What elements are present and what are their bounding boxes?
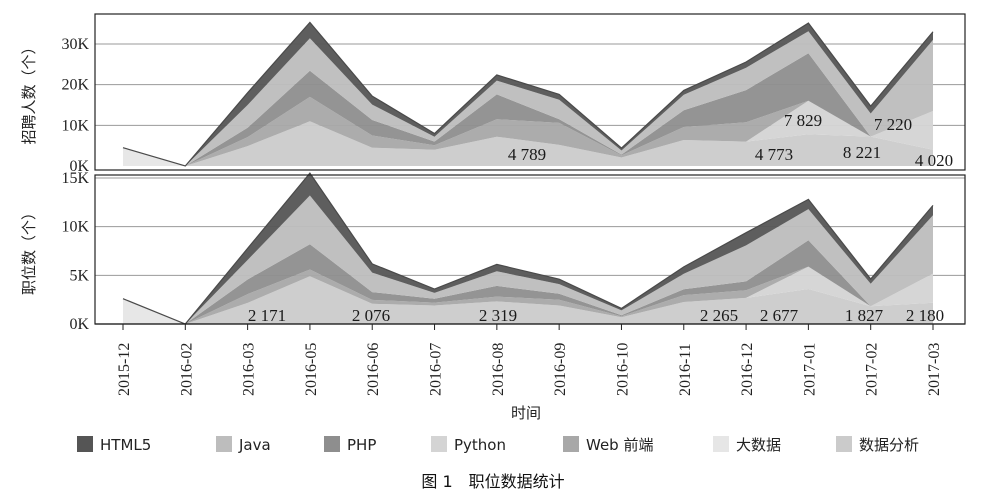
data-label: 2 677 <box>760 306 799 325</box>
x-axis: 2015-12 2016-02 2016-03 2016-05 2016-06 2016-… <box>95 323 965 396</box>
data-label: 1 827 <box>845 306 884 325</box>
y-tick-label: 30K <box>61 36 89 53</box>
area-series-java <box>123 195 933 324</box>
legend-label: 数据分析 <box>859 436 919 454</box>
legend-item-数据分析: 数据分析 <box>836 436 919 454</box>
area-series-php <box>123 240 933 324</box>
y-tick-label: 10K <box>61 219 89 236</box>
x-tick-label: 2016-07 <box>428 343 445 396</box>
legend-item-php: PHP <box>324 436 376 454</box>
x-tick-label: 2016-05 <box>303 343 320 396</box>
plot-frame <box>94 13 966 171</box>
legend-label: Web 前端 <box>586 436 653 454</box>
y-tick-label: 0K <box>69 316 89 333</box>
total-outline <box>122 21 934 167</box>
area-series-python <box>123 100 933 166</box>
y-tick-label: 5K <box>69 267 89 284</box>
legend: HTML5 Java PHP Python Web 前端 大数据 数据分析 <box>77 436 919 454</box>
data-label: 7 829 <box>784 111 822 130</box>
legend-item-html5: HTML5 <box>77 436 151 454</box>
y-tick-label: 15K <box>61 170 89 187</box>
x-tick-label: 2016-12 <box>739 343 756 396</box>
data-label: 2 319 <box>479 306 517 325</box>
x-tick-label: 2016-03 <box>241 343 258 396</box>
data-label: 2 171 <box>248 306 286 325</box>
legend-item-web-前端: Web 前端 <box>563 436 653 454</box>
x-tick-label: 2016-11 <box>677 343 694 396</box>
legend-swatch <box>324 436 340 452</box>
legend-swatch <box>563 436 579 452</box>
area-series-web-前端 <box>123 266 933 324</box>
y-tick-label: 0K <box>69 158 89 175</box>
chart-panel-positions: 0K 5K 10K 15K 2 171 2 076 2 319 2 265 2 677 1 827… <box>20 170 966 333</box>
legend-label: HTML5 <box>100 436 151 454</box>
area-series-web-前端 <box>123 96 933 166</box>
legend-label: Java <box>238 436 271 454</box>
legend-item-python: Python <box>431 436 506 454</box>
legend-swatch <box>836 436 852 452</box>
x-tick-label: 2017-01 <box>801 343 818 396</box>
legend-label: Python <box>454 436 506 454</box>
data-label: 4 773 <box>755 145 793 164</box>
legend-swatch <box>77 436 93 452</box>
y-axis-title: 职位数（个） <box>20 205 38 295</box>
area-series-数据分析 <box>123 276 933 324</box>
x-tick-label: 2015-12 <box>116 343 133 396</box>
data-label: 4 789 <box>508 145 546 164</box>
y-axis-title: 招聘人数（个） <box>20 39 38 144</box>
legend-item-java: Java <box>216 436 271 454</box>
data-label: 4 020 <box>915 151 953 170</box>
y-tick-label: 10K <box>61 117 89 134</box>
data-label: 2 076 <box>352 306 390 325</box>
data-label: 2 180 <box>906 306 944 325</box>
area-series-php <box>123 53 933 167</box>
x-tick-label: 2016-10 <box>614 343 631 396</box>
legend-swatch <box>713 436 729 452</box>
area-series-html5 <box>123 173 933 324</box>
total-outline <box>122 172 934 325</box>
x-tick-label: 2016-02 <box>178 343 195 396</box>
legend-label: PHP <box>347 436 376 454</box>
x-tick-label: 2017-03 <box>926 343 943 396</box>
data-label: 7 220 <box>874 115 912 134</box>
x-tick-label: 2016-08 <box>490 343 507 396</box>
data-label: 8 221 <box>843 143 881 162</box>
data-label: 2 265 <box>700 306 738 325</box>
area-series-数据分析 <box>123 121 933 166</box>
x-axis-title: 时间 <box>511 404 541 422</box>
legend-item-大数据: 大数据 <box>713 436 781 454</box>
legend-swatch <box>431 436 447 452</box>
legend-swatch <box>216 436 232 452</box>
x-tick-label: 2016-06 <box>365 343 382 396</box>
legend-label: 大数据 <box>736 436 781 454</box>
area-series-java <box>123 31 933 167</box>
figure-caption: 图 1 职位数据统计 <box>421 472 564 491</box>
y-tick-label: 20K <box>61 77 89 94</box>
x-tick-label: 2016-09 <box>552 343 569 396</box>
x-tick-label: 2017-02 <box>864 343 881 396</box>
